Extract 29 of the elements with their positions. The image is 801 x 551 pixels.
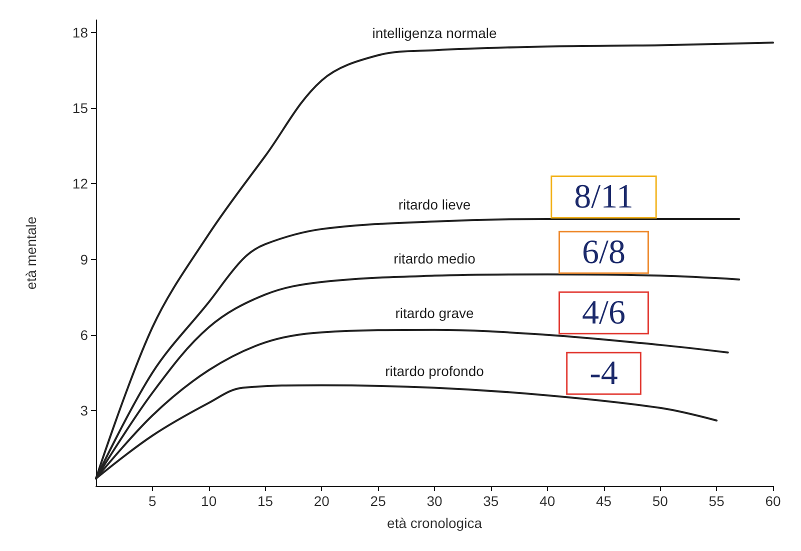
y-tick-label: 15 — [72, 100, 88, 116]
y-tick-label: 3 — [80, 402, 88, 418]
y-tick-label: 6 — [80, 326, 88, 343]
y-axis-title: età mentale — [23, 216, 39, 290]
x-tick-label: 40 — [540, 493, 556, 509]
x-tick-label: 55 — [708, 493, 725, 509]
annotation: 8/11 — [574, 178, 634, 216]
x-tick-label: 30 — [426, 493, 442, 509]
series-label: ritardo lieve — [398, 196, 471, 213]
x-tick-label: 10 — [201, 493, 217, 509]
annotation: -4 — [590, 354, 618, 392]
annotation: 6/8 — [582, 234, 626, 271]
x-tick-label: 60 — [765, 493, 781, 509]
x-axis-title: età cronologica — [387, 515, 482, 531]
y-tick-label: 18 — [72, 24, 88, 41]
series-label: ritardo profondo — [385, 362, 484, 379]
series-label: ritardo grave — [395, 304, 474, 321]
x-tick-label: 25 — [370, 493, 386, 509]
series-label: intelligenza normale — [372, 25, 497, 42]
x-tick-label: 50 — [652, 493, 668, 509]
series-label: ritardo medio — [394, 250, 476, 267]
annotation: 4/6 — [582, 294, 626, 332]
y-tick-label: 9 — [80, 251, 88, 268]
x-tick-label: 5 — [148, 493, 157, 509]
x-tick-label: 45 — [596, 493, 612, 509]
x-tick-label: 20 — [314, 493, 330, 509]
y-tick-label: 12 — [72, 176, 88, 192]
x-tick-label: 35 — [483, 493, 499, 509]
x-tick-label: 15 — [257, 493, 274, 509]
